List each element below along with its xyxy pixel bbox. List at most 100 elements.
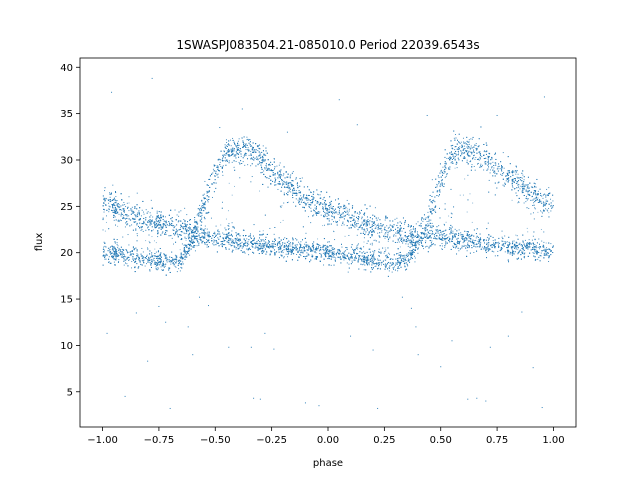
data-point (348, 208, 350, 210)
data-point (108, 202, 110, 204)
data-point (460, 141, 462, 143)
data-point (545, 242, 547, 244)
data-point (453, 155, 455, 157)
data-point (307, 253, 309, 255)
data-point (175, 231, 177, 233)
data-point (238, 247, 240, 249)
data-point (504, 251, 506, 253)
data-point (342, 213, 344, 215)
data-point (284, 237, 286, 239)
data-point (415, 240, 417, 242)
data-point (517, 253, 519, 255)
data-point (409, 226, 411, 228)
data-point (374, 258, 376, 260)
data-point (233, 150, 235, 152)
data-point (113, 253, 115, 255)
data-point (358, 259, 360, 261)
data-point (314, 211, 316, 213)
data-point (424, 246, 426, 248)
data-point (116, 242, 118, 244)
data-point (116, 203, 118, 205)
data-point (152, 259, 154, 261)
data-point (459, 194, 461, 196)
data-point (180, 210, 182, 212)
data-point (113, 219, 115, 221)
data-point (259, 242, 261, 244)
data-point (306, 198, 308, 199)
data-point (304, 243, 306, 245)
data-point (363, 255, 365, 257)
data-point (103, 249, 105, 251)
data-point (544, 250, 546, 252)
data-point (202, 206, 204, 208)
data-point (459, 234, 461, 236)
data-point (330, 250, 332, 252)
data-point (453, 236, 455, 238)
data-point (458, 250, 460, 252)
data-point (283, 257, 285, 259)
data-point (120, 215, 122, 217)
data-point (380, 264, 382, 266)
data-point (431, 179, 433, 181)
data-point (261, 160, 263, 162)
data-point (182, 261, 184, 263)
data-point (398, 238, 400, 240)
data-point (466, 245, 468, 247)
data-point (417, 221, 419, 223)
data-point (487, 248, 489, 250)
data-point (295, 190, 297, 192)
data-point (319, 194, 321, 196)
data-point (120, 246, 122, 248)
data-point (196, 214, 198, 216)
data-point (337, 256, 339, 258)
data-point (317, 246, 319, 248)
data-point (212, 168, 214, 170)
data-point (368, 224, 370, 226)
data-point (214, 175, 216, 177)
data-point (460, 150, 462, 152)
data-point (228, 160, 230, 162)
data-point (504, 182, 506, 184)
data-point (500, 247, 502, 249)
data-point (444, 246, 446, 248)
data-point (130, 209, 132, 211)
data-point (276, 245, 278, 247)
data-point (278, 249, 280, 251)
data-point (490, 235, 492, 237)
data-point (157, 231, 159, 233)
data-point (464, 237, 466, 239)
data-point (265, 155, 267, 157)
data-point (407, 240, 409, 242)
data-point (222, 165, 224, 167)
data-point (431, 229, 433, 231)
data-point (334, 220, 336, 222)
data-point (446, 174, 448, 176)
data-point (429, 226, 431, 228)
data-point (524, 239, 526, 241)
data-point (489, 235, 491, 237)
data-point (199, 220, 201, 222)
data-point (213, 232, 215, 234)
data-point (236, 237, 238, 239)
data-point (469, 193, 471, 195)
data-point (389, 267, 391, 269)
data-point (252, 147, 254, 149)
data-point (405, 243, 407, 245)
data-point (111, 249, 113, 251)
data-point (543, 193, 545, 195)
data-point (454, 134, 456, 136)
data-point (336, 224, 338, 226)
data-point (225, 218, 227, 220)
data-point (347, 220, 349, 222)
data-point (118, 204, 120, 206)
data-point (336, 222, 338, 224)
data-point (377, 223, 379, 225)
data-point (233, 155, 235, 157)
data-point (469, 236, 471, 238)
data-point (494, 255, 496, 257)
data-point (244, 244, 246, 246)
data-point (348, 210, 350, 212)
data-point (384, 247, 386, 249)
data-point (345, 214, 347, 216)
data-point (431, 222, 433, 224)
